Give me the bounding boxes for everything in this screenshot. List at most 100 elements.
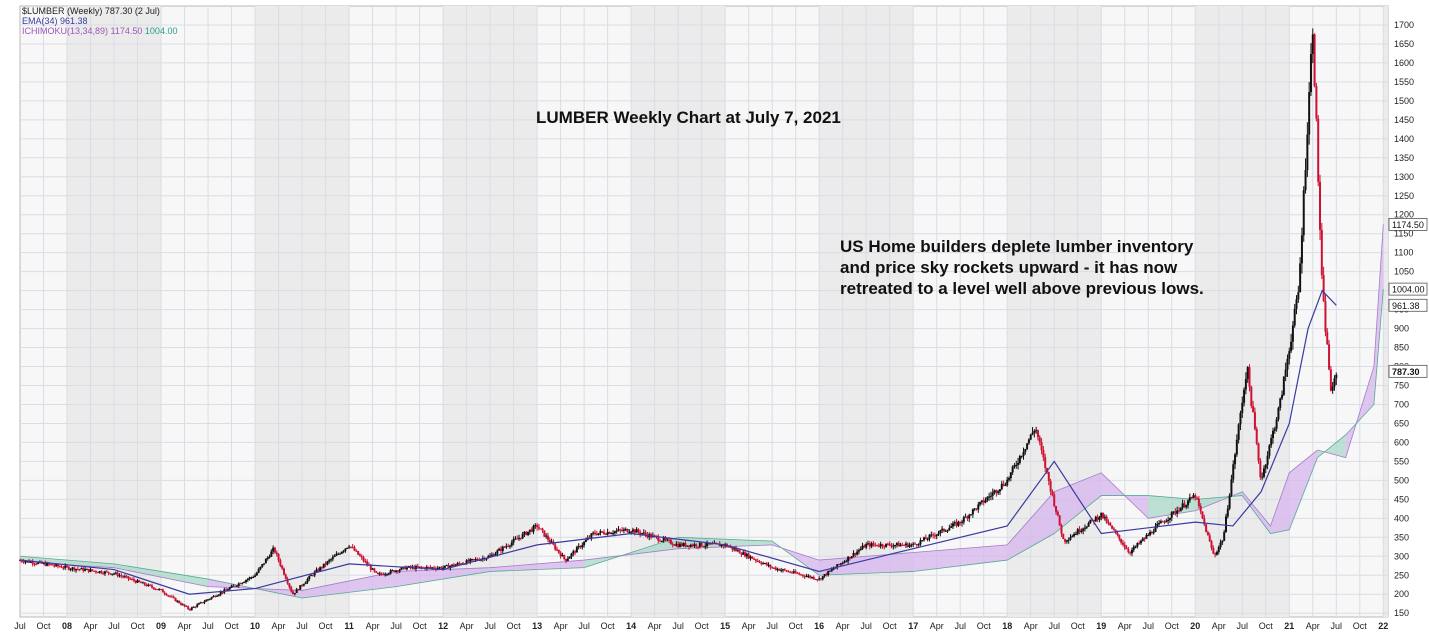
candle-body	[827, 571, 830, 576]
x-tick-label: 21	[1284, 621, 1294, 631]
candle-body	[425, 566, 428, 569]
candle-body	[735, 548, 738, 551]
candle-body	[1300, 235, 1303, 264]
candle-body	[568, 556, 571, 559]
candle-body	[926, 538, 929, 540]
candle-body	[570, 553, 573, 557]
candle-body	[857, 550, 860, 552]
candle-body	[288, 583, 291, 588]
candle-body	[816, 579, 819, 581]
candle-body	[1237, 424, 1240, 440]
candle-body	[47, 563, 50, 565]
candle-body	[140, 582, 143, 584]
candle-body	[1226, 508, 1229, 517]
candle-body	[407, 566, 410, 568]
candle-body	[769, 564, 772, 568]
candle-body	[485, 558, 488, 560]
candle-body	[984, 500, 987, 503]
candle-body	[642, 532, 645, 534]
candle-body	[579, 545, 582, 548]
candle-body	[1170, 512, 1173, 518]
candle-body	[904, 543, 907, 546]
candle-body	[1100, 512, 1103, 518]
candle-body	[85, 568, 88, 570]
candle-body	[261, 564, 264, 567]
x-tick-label: Apr	[1024, 621, 1038, 631]
candle-body	[234, 585, 237, 587]
y-tick-label: 1250	[1394, 191, 1414, 201]
candle-body	[593, 532, 596, 535]
y-tick-label: 350	[1394, 532, 1409, 542]
candle-body	[856, 551, 859, 555]
candle-body	[136, 580, 139, 583]
candle-body	[281, 565, 284, 569]
candle-body	[727, 546, 730, 548]
candle-body	[1223, 532, 1226, 541]
candle-body	[841, 562, 844, 564]
candle-body	[668, 539, 671, 541]
candle-body	[331, 557, 334, 560]
legend-ichimoku-value2: 1004.00	[144, 26, 178, 36]
x-tick-label: Apr	[836, 621, 850, 631]
candle-body	[617, 529, 620, 531]
candle-body	[774, 567, 777, 570]
candle-body	[1306, 134, 1309, 171]
candle-body	[1071, 536, 1074, 538]
candle-body	[872, 543, 875, 545]
candle-body	[1134, 546, 1137, 548]
candle-body	[669, 540, 672, 544]
candle-body	[1118, 534, 1121, 539]
candle-body	[689, 544, 692, 547]
y-tick-label: 900	[1394, 324, 1409, 334]
candle-body	[254, 575, 257, 577]
candle-body	[508, 545, 511, 547]
candle-body	[127, 576, 130, 579]
candle-body	[73, 567, 76, 571]
chart-legend: $LUMBER (Weekly) 787.30 (2 Jul) EMA(34) …	[22, 6, 177, 36]
candle-body	[657, 536, 660, 541]
candle-body	[103, 571, 106, 574]
candle-body	[286, 578, 289, 584]
candle-body	[454, 564, 457, 566]
candle-body	[1105, 516, 1108, 523]
candle-body	[1279, 398, 1282, 408]
candle-body	[1259, 460, 1262, 478]
candle-body	[803, 575, 806, 577]
candle-body	[1089, 519, 1092, 523]
candle-body	[941, 528, 944, 531]
candle-body	[362, 557, 365, 562]
candle-body	[55, 564, 58, 566]
candle-body	[565, 558, 568, 561]
candle-body	[953, 522, 956, 524]
candle-body	[1036, 430, 1039, 438]
candle-body	[389, 570, 392, 574]
candle-body	[263, 563, 266, 565]
candle-body	[310, 575, 313, 577]
candle-body	[776, 568, 779, 570]
candle-body	[1328, 344, 1331, 370]
candle-body	[1076, 529, 1079, 534]
candle-body	[438, 567, 441, 569]
candle-body	[1183, 503, 1186, 508]
candle-body	[800, 574, 803, 576]
candle-body	[933, 535, 936, 537]
candle-body	[476, 559, 479, 561]
candle-body	[328, 560, 331, 562]
candle-body	[932, 534, 935, 536]
candle-body	[405, 567, 408, 570]
y-tick-label: 1600	[1394, 58, 1414, 68]
candle-body	[928, 534, 931, 539]
candle-body	[311, 575, 314, 577]
x-tick-label: Oct	[883, 621, 898, 631]
candle-body	[295, 589, 298, 594]
candle-body	[744, 552, 747, 557]
candle-body	[550, 541, 553, 543]
candle-body	[613, 531, 616, 534]
candle-body	[628, 532, 631, 534]
candle-body	[456, 563, 459, 565]
candle-body	[351, 546, 354, 548]
cloud-segment	[1373, 224, 1384, 405]
candle-body	[1009, 472, 1012, 478]
candle-body	[1288, 351, 1291, 359]
candle-body	[1246, 367, 1249, 379]
